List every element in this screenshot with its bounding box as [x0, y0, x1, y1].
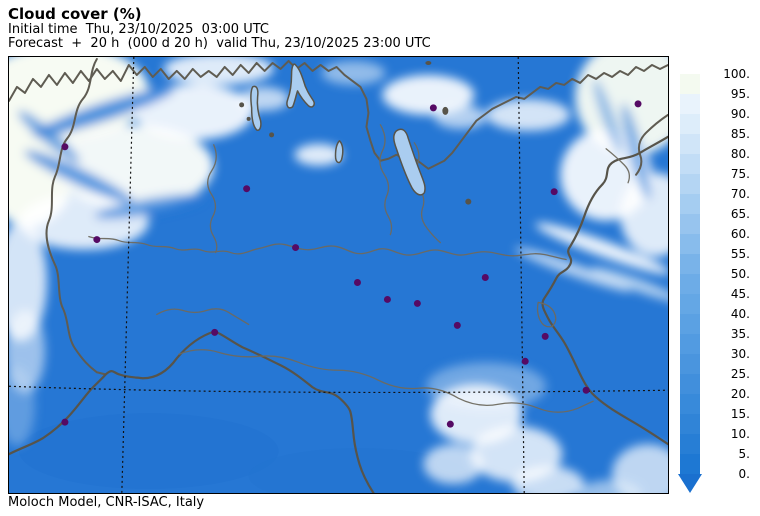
colorbar-segment: [680, 94, 700, 114]
colorbar-tick-label: 100.: [723, 67, 750, 81]
lake-garda: [393, 128, 426, 196]
colorbar-segment: [680, 394, 700, 414]
model-credit: Moloch Model, CNR-ISAC, Italy: [8, 495, 205, 510]
colorbar-segment: [680, 154, 700, 174]
colorbar-segment: [680, 234, 700, 254]
city-marker: [453, 321, 461, 329]
city-marker: [582, 386, 590, 394]
latlon-grid: [9, 57, 668, 493]
city-marker: [446, 420, 454, 428]
initial-time-line: Initial time Thu, 23/10/2025 03:00 UTC: [8, 22, 269, 37]
venice-lagoon: [605, 148, 631, 184]
map-canvas: [9, 57, 668, 493]
colorbar-segment: [680, 194, 700, 214]
colorbar-arrow-icon: [678, 474, 702, 493]
small-lakes: [239, 60, 472, 205]
colorbar-segment: [680, 354, 700, 374]
colorbar-segment: [680, 174, 700, 194]
colorbar-segment: [680, 454, 700, 474]
city-marker: [550, 188, 558, 196]
colorbar-segment: [680, 114, 700, 134]
colorbar-tick-label: 70.: [730, 187, 750, 201]
east-border: [635, 113, 668, 176]
colorbar-tick-label: 10.: [730, 427, 750, 441]
city-marker: [634, 100, 642, 108]
colorbar-tick-label: 35.: [730, 327, 750, 341]
colorbar-tick-label: 50.: [730, 267, 750, 281]
colorbar-segment: [680, 414, 700, 434]
colorbar-tick-label: 0.: [738, 467, 750, 481]
colorbar-tick-label: 20.: [730, 387, 750, 401]
lakes: [250, 63, 426, 196]
forecast-line: Forecast + 20 h (000 d 20 h) valid Thu, …: [8, 36, 431, 51]
colorbar-tick-label: 65.: [730, 207, 750, 221]
colorbar-tick-label: 60.: [730, 227, 750, 241]
city-marker: [61, 143, 69, 151]
plot-title: Cloud cover (%): [8, 5, 142, 23]
colorbar-tick-label: 45.: [730, 287, 750, 301]
colorbar-segment: [680, 74, 700, 94]
map-frame: [8, 56, 669, 494]
city-marker: [93, 236, 101, 244]
alps-border: [9, 59, 668, 170]
colorbar-segment: [680, 434, 700, 454]
lake-como: [286, 63, 315, 109]
city-marker: [481, 274, 489, 281]
colorbar-tick-label: 55.: [730, 247, 750, 261]
france-border: [45, 57, 106, 376]
colorbar-segment: [680, 274, 700, 294]
colorbar-segment: [680, 374, 700, 394]
city-marker: [429, 104, 437, 112]
city-marker: [521, 357, 529, 365]
colorbar-segment: [680, 214, 700, 234]
city-marker: [61, 418, 69, 426]
city-marker: [383, 295, 391, 303]
city-marker: [243, 185, 251, 193]
colorbar-tick-label: 5.: [738, 447, 750, 461]
colorbar-tick-label: 80.: [730, 147, 750, 161]
comacchio-lagoon: [536, 301, 557, 328]
city-marker: [413, 299, 421, 307]
city-marker: [353, 278, 361, 286]
parallel-line: [9, 385, 668, 394]
po-river: [88, 235, 567, 261]
sea-shading: [18, 413, 469, 493]
city-marker: [211, 328, 219, 336]
adriatic-coast: [541, 135, 668, 446]
colorbar-tick-label: 40.: [730, 307, 750, 321]
colorbar-segment: [680, 254, 700, 274]
region-borders: [88, 124, 631, 413]
colorbar-tick-label: 75.: [730, 167, 750, 181]
lake-iseo: [334, 140, 344, 164]
colorbar-tick-label: 25.: [730, 367, 750, 381]
colorbar-tick-label: 95.: [730, 87, 750, 101]
colorbar-tick-label: 90.: [730, 107, 750, 121]
colorbar-segment: [680, 294, 700, 314]
colorbar-tick-label: 15.: [730, 407, 750, 421]
city-marker: [541, 332, 549, 340]
colorbar-segment: [680, 334, 700, 354]
colorbar-tick-label: 30.: [730, 347, 750, 361]
city-markers: [61, 100, 642, 428]
city-marker: [292, 244, 300, 252]
national-borders: [9, 57, 668, 376]
colorbar-segment: [680, 314, 700, 334]
cloud-cover-field: [9, 57, 668, 493]
colorbar: [680, 74, 700, 474]
colorbar-tick-label: 85.: [730, 127, 750, 141]
colorbar-segment: [680, 134, 700, 154]
lake-maggiore: [250, 85, 262, 132]
